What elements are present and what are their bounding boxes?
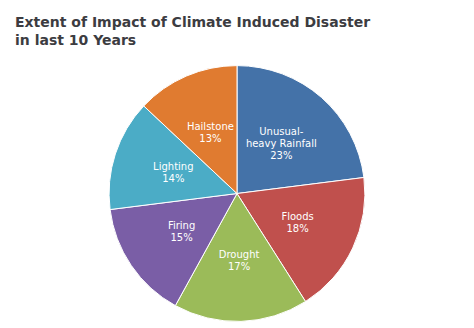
svg-text:Extent of Impact of Climate In: Extent of Impact of Climate Induced Disa…: [15, 14, 370, 30]
svg-text:Hailstone: Hailstone: [187, 121, 234, 132]
svg-text:heavy Rainfall: heavy Rainfall: [246, 138, 317, 149]
svg-text:Floods: Floods: [281, 211, 313, 222]
svg-text:Lighting: Lighting: [153, 161, 193, 172]
svg-text:15%: 15%: [171, 232, 193, 243]
svg-text:17%: 17%: [228, 261, 250, 272]
svg-text:Unusual-: Unusual-: [259, 126, 303, 137]
svg-text:18%: 18%: [286, 223, 308, 234]
svg-text:in last 10 Years: in last 10 Years: [15, 32, 136, 48]
svg-text:Drought: Drought: [219, 249, 260, 260]
svg-text:13%: 13%: [199, 133, 221, 144]
svg-text:14%: 14%: [162, 173, 184, 184]
svg-text:23%: 23%: [270, 150, 292, 161]
svg-text:Firing: Firing: [168, 220, 195, 231]
